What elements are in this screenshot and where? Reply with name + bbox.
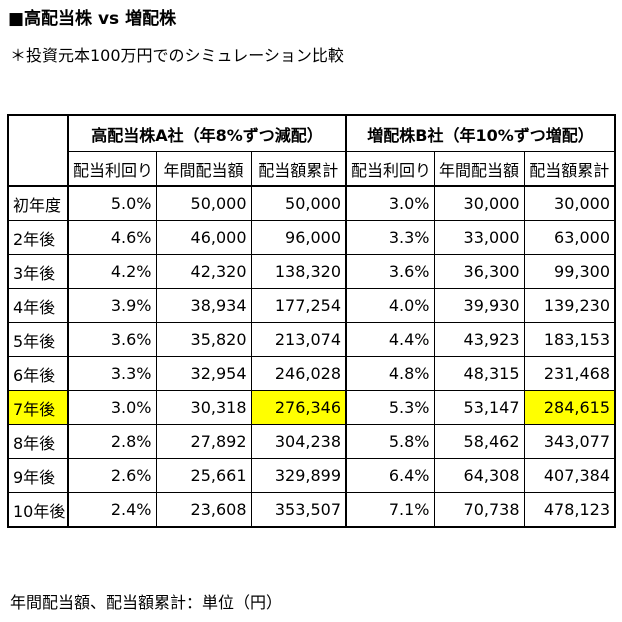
cell-b-cumulative: 63,000 [523, 220, 617, 255]
table-row: 7年後 3.0% 30,318 276,346 5.3% 53,147 284,615 [7, 390, 617, 425]
row-label: 10年後 [7, 492, 69, 528]
cell-a-yield: 4.6% [67, 220, 157, 255]
cell-b-yield: 7.1% [345, 492, 435, 528]
col-header-b-yield: 配当利回り [345, 151, 435, 187]
cell-b-cumulative: 231,468 [523, 356, 617, 391]
cell-a-cumulative: 276,346 [250, 390, 348, 425]
cell-b-annual: 48,315 [433, 356, 525, 391]
table-row: 9年後 2.6% 25,661 329,899 6.4% 64,308 407,384 [7, 458, 617, 493]
row-label: 3年後 [7, 254, 69, 289]
cell-a-cumulative: 304,238 [250, 424, 348, 459]
cell-b-cumulative: 407,384 [523, 458, 617, 493]
cell-b-annual: 58,462 [433, 424, 525, 459]
cell-b-annual: 33,000 [433, 220, 525, 255]
comparison-table: 高配当株A社（年8%ずつ減配） 増配株B社（年10%ずつ増配） 配当利回り 年間… [7, 114, 617, 528]
cell-a-yield: 4.2% [67, 254, 157, 289]
cell-a-yield: 2.6% [67, 458, 157, 493]
cell-a-annual: 50,000 [155, 185, 252, 221]
cell-a-yield: 3.3% [67, 356, 157, 391]
cell-a-annual: 38,934 [155, 288, 252, 323]
cell-b-annual: 64,308 [433, 458, 525, 493]
cell-a-cumulative: 353,507 [250, 492, 348, 528]
cell-b-yield: 4.8% [345, 356, 435, 391]
table-row: 2年後 4.6% 46,000 96,000 3.3% 33,000 63,000 [7, 220, 617, 255]
row-label: 7年後 [7, 390, 69, 425]
cell-a-yield: 2.8% [67, 424, 157, 459]
row-label: 初年度 [7, 185, 69, 221]
cell-b-annual: 39,930 [433, 288, 525, 323]
table-row: 8年後 2.8% 27,892 304,238 5.8% 58,462 343,077 [7, 424, 617, 459]
column-header-row: 配当利回り 年間配当額 配当額累計 配当利回り 年間配当額 配当額累計 [8, 151, 617, 187]
table-row: 5年後 3.6% 35,820 213,074 4.4% 43,923 183,153 [7, 322, 617, 357]
cell-b-cumulative: 139,230 [523, 288, 617, 323]
table-row: 初年度 5.0% 50,000 50,000 3.0% 30,000 30,000 [7, 185, 617, 221]
cell-b-yield: 5.8% [345, 424, 435, 459]
col-header-a-yield: 配当利回り [67, 151, 157, 187]
cell-a-yield: 3.9% [67, 288, 157, 323]
cell-a-yield: 5.0% [67, 185, 157, 221]
company-b-header: 増配株B社（年10%ずつ増配） [345, 114, 617, 152]
table-row: 10年後 2.4% 23,608 353,507 7.1% 70,738 478,123 [7, 492, 617, 528]
cell-b-cumulative: 478,123 [523, 492, 617, 528]
row-label: 4年後 [7, 288, 69, 323]
cell-b-cumulative: 284,615 [523, 390, 617, 425]
cell-b-annual: 53,147 [433, 390, 525, 425]
row-label: 6年後 [7, 356, 69, 391]
cell-b-yield: 6.4% [345, 458, 435, 493]
row-label: 8年後 [7, 424, 69, 459]
cell-a-yield: 3.6% [67, 322, 157, 357]
cell-a-yield: 2.4% [67, 492, 157, 528]
row-label: 9年後 [7, 458, 69, 493]
cell-b-yield: 3.3% [345, 220, 435, 255]
cell-a-annual: 46,000 [155, 220, 252, 255]
table-body: 初年度 5.0% 50,000 50,000 3.0% 30,000 30,000 2年後 4.… [7, 185, 617, 528]
cell-b-yield: 3.6% [345, 254, 435, 289]
cell-a-cumulative: 50,000 [250, 185, 348, 221]
cell-a-annual: 35,820 [155, 322, 252, 357]
cell-b-cumulative: 30,000 [523, 185, 617, 221]
cell-a-annual: 30,318 [155, 390, 252, 425]
row-label: 5年後 [7, 322, 69, 357]
cell-b-cumulative: 343,077 [523, 424, 617, 459]
company-header-row: 高配当株A社（年8%ずつ減配） 増配株B社（年10%ずつ増配） [7, 114, 617, 187]
cell-b-annual: 30,000 [433, 185, 525, 221]
cell-b-cumulative: 99,300 [523, 254, 617, 289]
cell-b-yield: 5.3% [345, 390, 435, 425]
cell-b-yield: 4.0% [345, 288, 435, 323]
company-a-header: 高配当株A社（年8%ずつ減配） [67, 114, 348, 152]
cell-b-annual: 70,738 [433, 492, 525, 528]
page-subtitle: ＊投資元本100万円でのシミュレーション比較 [10, 46, 344, 65]
page-title: ■高配当株 vs 増配株 [8, 9, 177, 29]
cell-b-annual: 43,923 [433, 322, 525, 357]
cell-b-cumulative: 183,153 [523, 322, 617, 357]
table-row: 4年後 3.9% 38,934 177,254 4.0% 39,930 139,230 [7, 288, 617, 323]
cell-a-annual: 27,892 [155, 424, 252, 459]
cell-a-annual: 25,661 [155, 458, 252, 493]
corner-cell [7, 114, 69, 187]
col-header-a-annual: 年間配当額 [155, 151, 252, 187]
cell-a-cumulative: 329,899 [250, 458, 348, 493]
cell-a-cumulative: 177,254 [250, 288, 348, 323]
cell-a-annual: 23,608 [155, 492, 252, 528]
cell-a-cumulative: 213,074 [250, 322, 348, 357]
cell-a-yield: 3.0% [67, 390, 157, 425]
cell-b-annual: 36,300 [433, 254, 525, 289]
col-header-a-cumulative: 配当額累計 [250, 151, 348, 187]
cell-a-annual: 42,320 [155, 254, 252, 289]
cell-a-annual: 32,954 [155, 356, 252, 391]
cell-b-yield: 3.0% [345, 185, 435, 221]
cell-a-cumulative: 96,000 [250, 220, 348, 255]
table-row: 6年後 3.3% 32,954 246,028 4.8% 48,315 231,468 [7, 356, 617, 391]
col-header-b-annual: 年間配当額 [433, 151, 525, 187]
cell-b-yield: 4.4% [345, 322, 435, 357]
row-label: 2年後 [7, 220, 69, 255]
cell-a-cumulative: 138,320 [250, 254, 348, 289]
unit-note: 年間配当額、配当額累計：単位（円） [10, 593, 283, 612]
col-header-b-cumulative: 配当額累計 [523, 151, 617, 187]
cell-a-cumulative: 246,028 [250, 356, 348, 391]
table-row: 3年後 4.2% 42,320 138,320 3.6% 36,300 99,300 [7, 254, 617, 289]
